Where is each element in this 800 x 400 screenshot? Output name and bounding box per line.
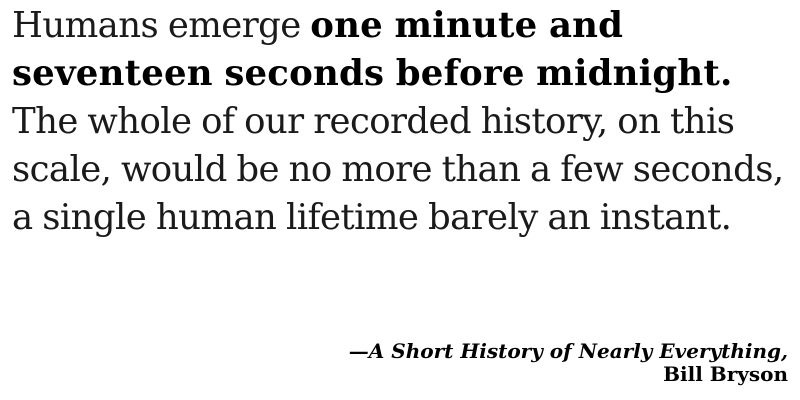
quote-rest: The whole of our recorded history, on th… — [12, 101, 784, 238]
quote-text: Humans emerge one minute and seventeen s… — [12, 2, 792, 242]
quote-attribution: —A Short History of Nearly Everything, B… — [288, 340, 788, 386]
quote-lead: Humans emerge — [12, 5, 311, 46]
author-name: Bill Bryson — [663, 362, 788, 386]
book-title: A Short History of Nearly Everything, — [368, 339, 788, 363]
attribution-dash: — — [348, 339, 369, 363]
quote-emphasis: one minute and seventeen seconds before … — [12, 5, 733, 94]
